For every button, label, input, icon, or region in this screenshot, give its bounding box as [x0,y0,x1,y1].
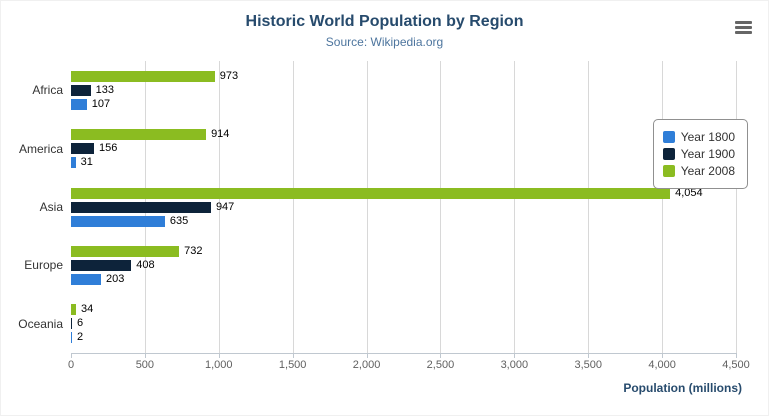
bar-value-label: 203 [105,272,125,285]
x-tick-mark [218,354,220,358]
x-axis-title: Population (millions) [623,381,742,395]
legend-label: Year 1900 [680,147,735,161]
x-tick-mark [736,354,737,358]
x-tick-mark [440,354,442,358]
x-tick-label: 3,500 [574,359,602,371]
chart-subtitle: Source: Wikipedia.org [325,35,444,49]
bar[interactable] [71,201,211,213]
legend-label: Year 2008 [680,164,735,178]
bar-value-label: 31 [80,156,93,169]
bar[interactable] [71,332,72,344]
bar-value-label: 133 [95,83,114,96]
gridline [218,61,220,353]
legend-symbol [662,165,675,177]
bar[interactable] [71,187,671,199]
x-tick-mark [588,354,590,358]
hamburger-menu-icon[interactable] [735,21,752,34]
bar-value-label: 107 [91,97,111,110]
bar-value-label: 635 [169,214,189,227]
bar[interactable] [71,70,215,82]
x-tick-mark [662,354,664,358]
menu-bar [735,26,752,29]
x-tick-label: 4,500 [722,359,750,371]
bar[interactable] [71,143,95,155]
bar-value-label: 2 [77,331,84,344]
legend-item[interactable]: Year 1800 [662,130,735,144]
category-label: Asia [39,200,63,214]
x-tick-label: 1,000 [205,359,233,371]
x-tick-mark [366,354,368,358]
gridline [366,61,368,353]
x-axis-line [71,353,737,354]
bar-value-label: 914 [211,128,230,141]
legend-symbol [662,148,675,160]
x-tick-label: 3,000 [500,359,529,371]
legend-symbol [662,131,675,143]
bar[interactable] [71,259,132,271]
category-label: Oceania [18,316,63,331]
bar[interactable] [71,98,87,110]
bar[interactable] [71,245,180,257]
bar-value-label: 408 [136,258,155,271]
gridline [440,61,442,353]
bar-value-label: 973 [219,69,239,82]
legend-item[interactable]: Year 2008 [662,164,735,178]
gridline [736,61,737,353]
x-tick-label: 2,500 [426,359,455,371]
category-label: America [18,141,63,156]
bar[interactable] [71,84,91,96]
x-tick-label: 4,000 [648,359,676,371]
bar[interactable] [71,215,165,227]
x-tick-label: 1,500 [278,359,307,371]
bar[interactable] [71,318,72,330]
gridline [514,61,516,353]
bar-value-label: 156 [99,142,118,155]
gridline [662,61,664,353]
x-tick-label: 0 [67,359,75,371]
bar[interactable] [71,157,76,169]
bar-value-label: 947 [215,200,235,213]
category-label: Europe [24,258,63,273]
bar[interactable] [71,273,101,285]
bar[interactable] [71,304,77,316]
bar-value-label: 6 [77,317,84,330]
bar-value-label: 732 [184,244,203,257]
legend-label: Year 1800 [680,130,735,144]
menu-bar [735,21,752,24]
category-label: Africa [32,83,63,98]
bar-value-label: 34 [81,303,94,316]
x-tick-label: 2,000 [352,359,381,371]
plot-area: 973 133 107 914 156 31 4,054 947 635 732 408 203 34 6… [71,61,737,353]
menu-bar [735,31,752,34]
bar[interactable] [71,129,207,141]
x-tick-mark [514,354,516,358]
legend: Year 1800 Year 1900 Year 2008 [652,119,748,189]
gridline [292,61,294,353]
x-tick-mark [292,354,294,358]
gridline [588,61,590,353]
chart-title: Historic World Population by Region [245,13,524,30]
x-tick-mark [144,354,146,358]
x-tick-label: 500 [135,359,155,371]
x-tick-mark [71,354,72,358]
legend-item[interactable]: Year 1900 [662,147,735,161]
bar-value-label: 4,054 [675,186,703,199]
